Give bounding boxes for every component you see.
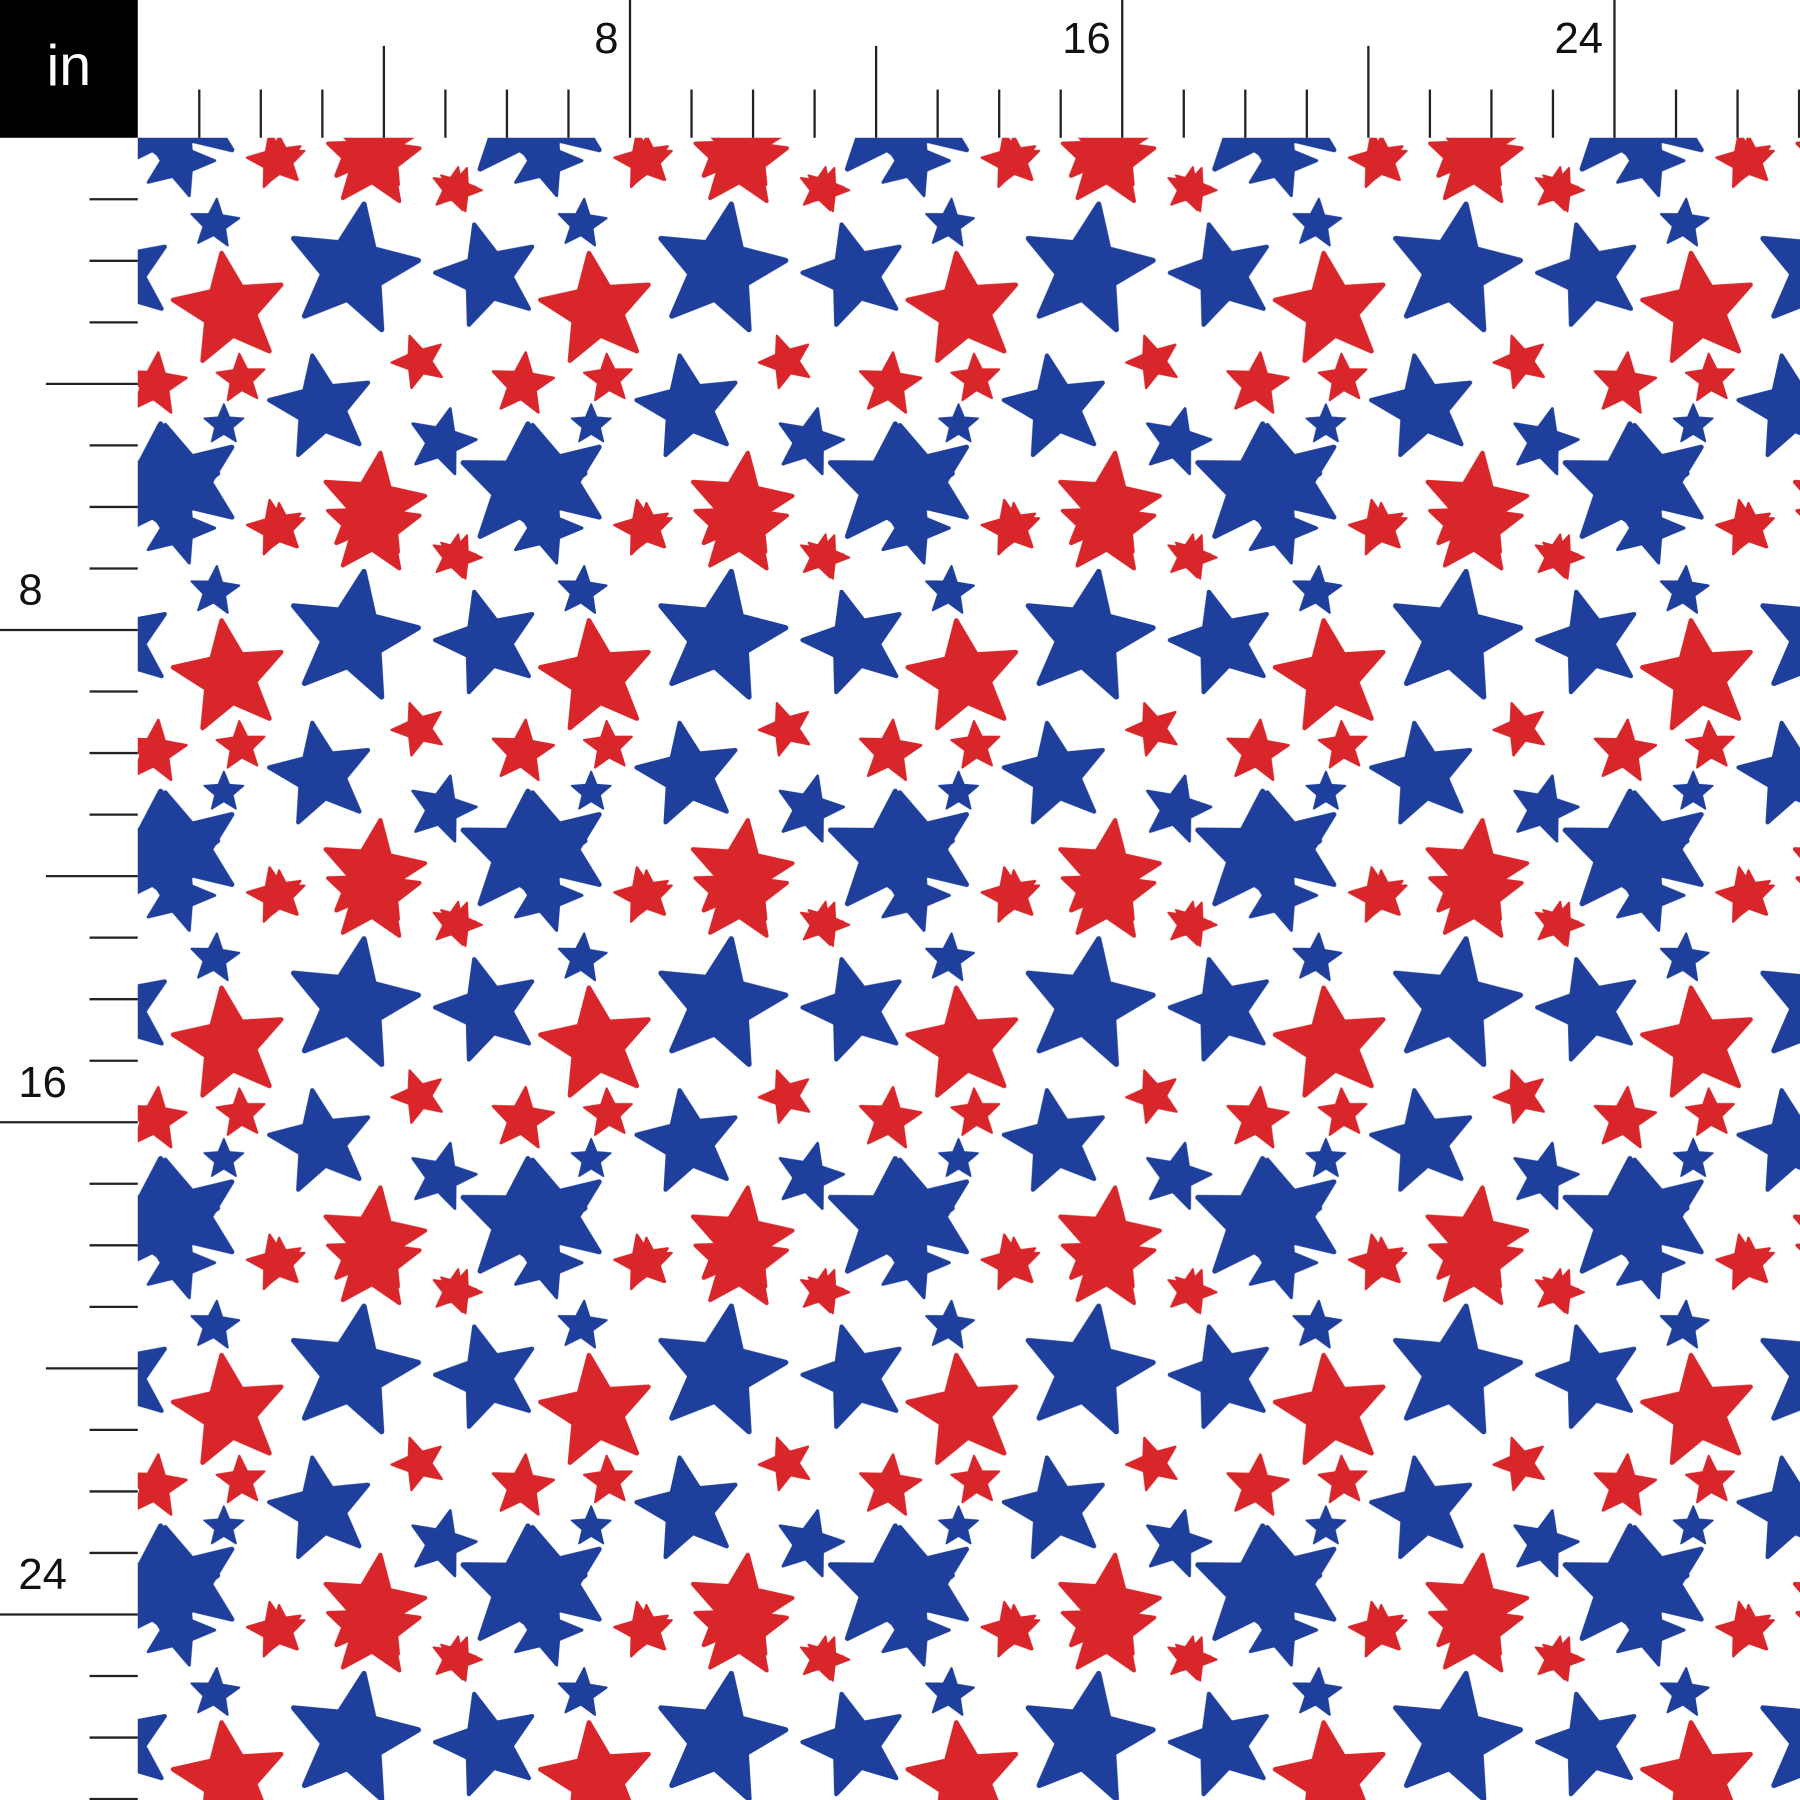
top-ruler-label: 24	[1554, 15, 1603, 63]
top-ruler-label: 16	[1062, 15, 1111, 63]
left-ruler-label: 16	[18, 1059, 67, 1107]
left-ruler-label: 8	[18, 567, 42, 615]
top-ruler-label: 8	[594, 15, 618, 63]
left-ruler-label: 24	[18, 1551, 67, 1599]
unit-label: in	[47, 34, 92, 98]
star-print	[137, 137, 1800, 1800]
unit-box	[0, 0, 138, 138]
